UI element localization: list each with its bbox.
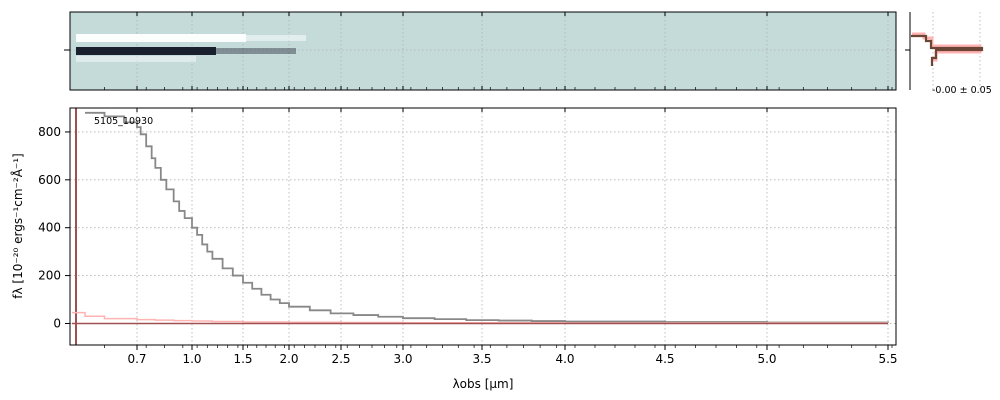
x-tick-label: 0.7 xyxy=(127,352,146,366)
y-tick-label: 600 xyxy=(38,173,61,187)
spectrum-series-0 xyxy=(85,111,889,324)
x-tick-label: 5.0 xyxy=(757,352,776,366)
x-tick-label: 1.0 xyxy=(182,352,201,366)
x-axis-label: λobs [μm] xyxy=(453,377,514,391)
x-tick-label: 2.5 xyxy=(331,352,350,366)
y-tick-label: 0 xyxy=(53,316,61,330)
x-tick-label: 3.5 xyxy=(472,352,491,366)
profile-annotation: -0.00 ± 0.05 xyxy=(932,85,992,96)
spectrum-series-1 xyxy=(72,311,888,324)
spectrum-2d-panel xyxy=(64,11,897,91)
y-tick-label: 400 xyxy=(38,221,61,235)
x-tick-label: 2.0 xyxy=(279,352,298,366)
object-id-label: 5105_10930 xyxy=(94,116,153,127)
y-tick-label: 200 xyxy=(38,269,61,283)
y-tick-label: 800 xyxy=(38,125,61,139)
spectrum-1d-frame xyxy=(69,107,897,346)
x-tick-label: 4.5 xyxy=(655,352,674,366)
profile-panel: -0.00 ± 0.05 xyxy=(905,12,992,96)
x-tick-label: 5.5 xyxy=(878,352,897,366)
spectrum-1d-panel: 0 200 400 600 800 0.7 1.0 1.5 2.0 2.5 3.0 3.5 4.0 4.… xyxy=(10,107,898,391)
profile-trace-brown xyxy=(911,34,984,66)
y-axis-label: fλ [10⁻²⁰ ergs⁻¹cm⁻²Å⁻¹] xyxy=(10,153,25,298)
spectrum-2d-trace xyxy=(76,34,306,62)
spectrum-2d-frame xyxy=(69,11,897,91)
x-tick-label: 3.0 xyxy=(393,352,412,366)
x-tick-label: 1.5 xyxy=(233,352,252,366)
x-tick-label: 4.0 xyxy=(555,352,574,366)
